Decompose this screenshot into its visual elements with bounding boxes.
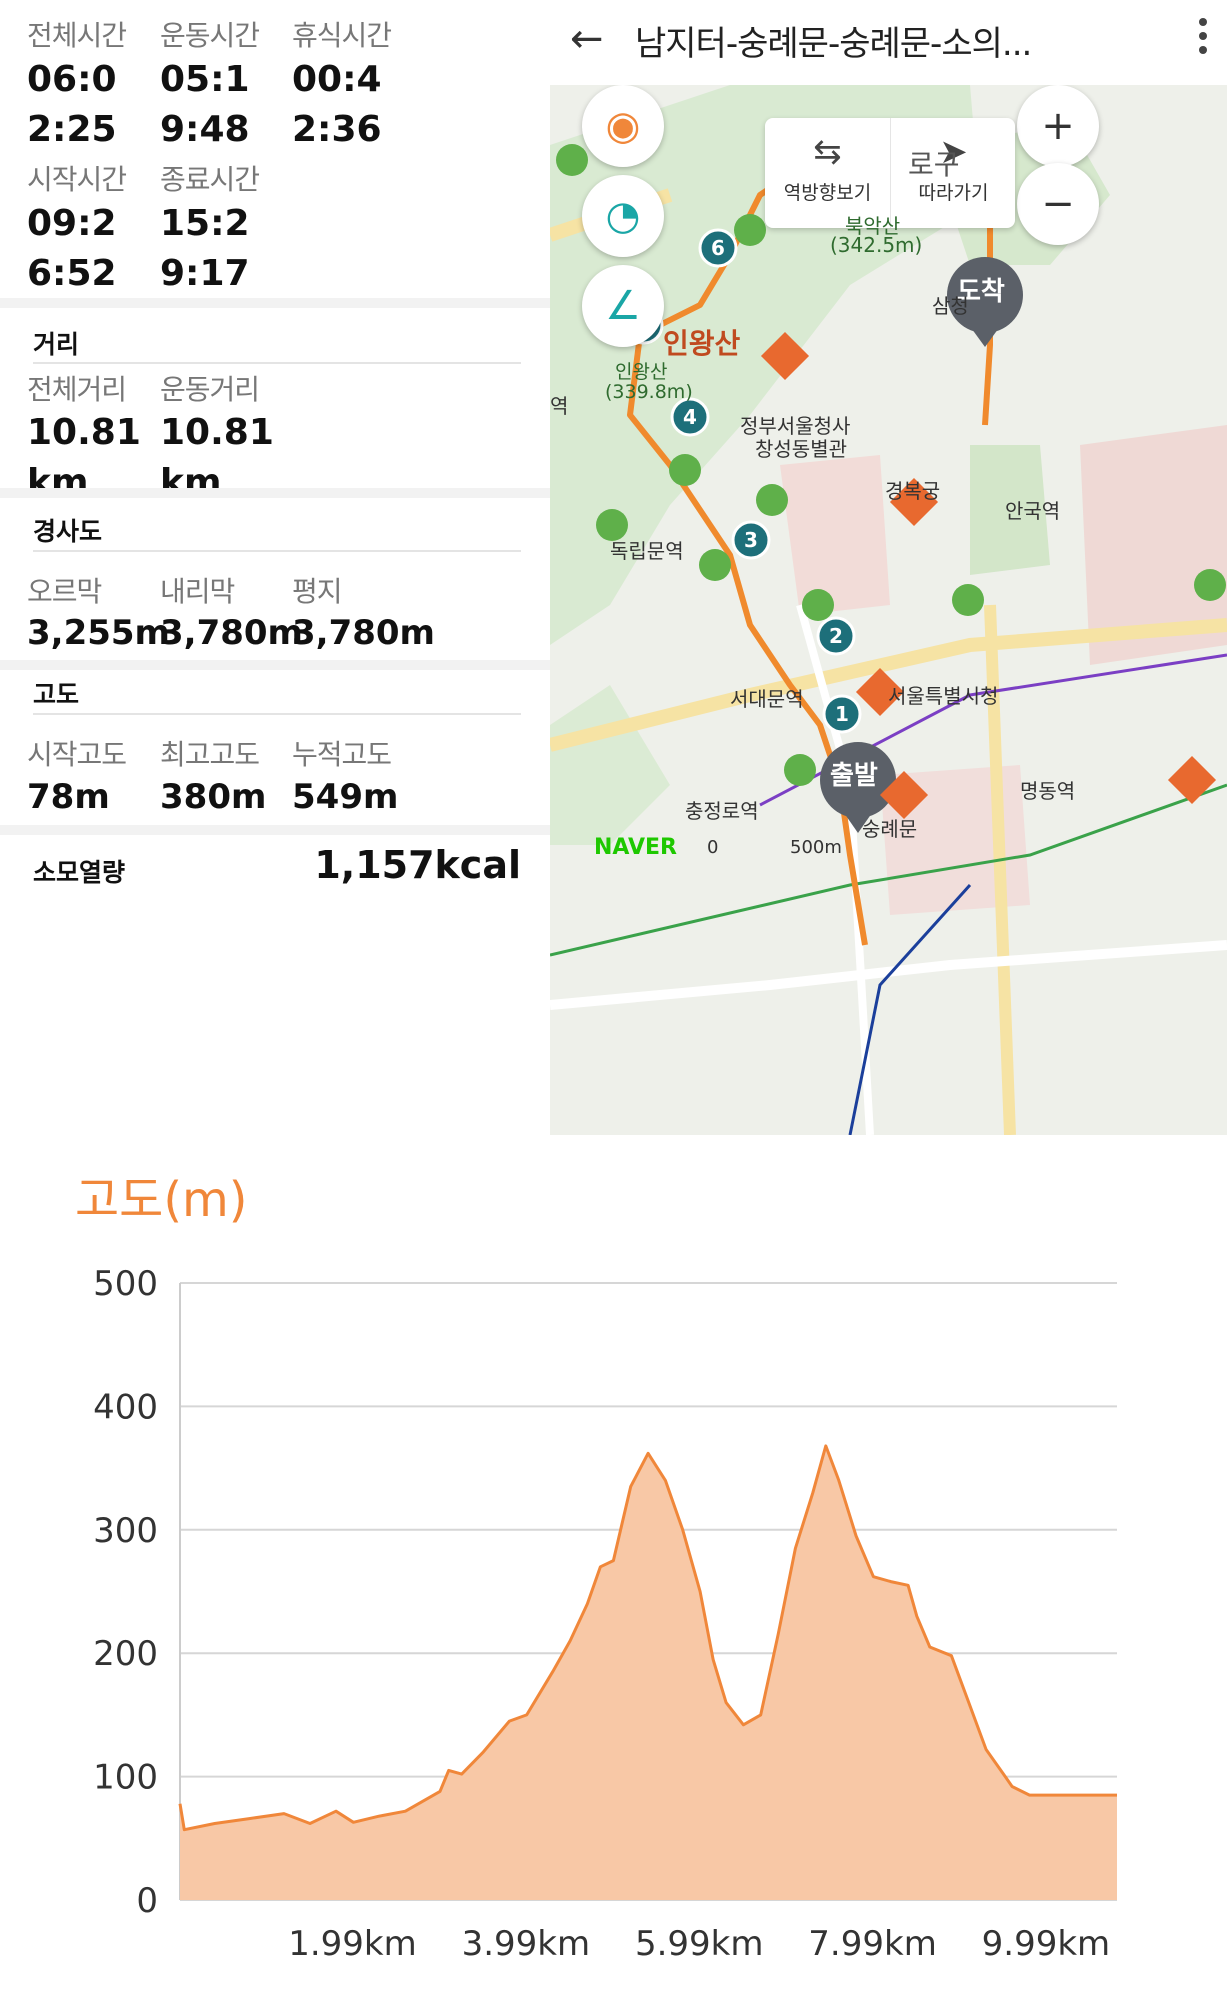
- angle-measure-icon[interactable]: ∠: [582, 265, 664, 347]
- total-time-label: 전체시간: [27, 19, 127, 52]
- sungnyemun-label: 숭례문: [862, 817, 918, 841]
- y-tick-label: 400: [93, 1387, 158, 1427]
- start-marker: 출발: [830, 761, 878, 791]
- bugaksan-height-label: (342.5m): [830, 233, 923, 257]
- section-divider: [0, 825, 550, 835]
- y-tick-label: 500: [93, 1264, 158, 1304]
- govt-annex-label: 창성동별관: [755, 437, 847, 461]
- downhill-label: 내리막: [160, 575, 235, 608]
- seodaemun-station-label: 서대문역: [730, 687, 804, 711]
- svg-text:2: 2: [829, 624, 843, 648]
- swap-arrows-icon: ⇆: [813, 132, 842, 172]
- distance-section-title: 거리: [33, 330, 80, 359]
- end-marker: 도착: [957, 277, 1005, 307]
- section-divider: [0, 660, 550, 670]
- chungjeongno-station-label: 충정로역: [685, 799, 759, 823]
- station-edge-label: 역: [550, 394, 569, 418]
- start-altitude-value: 78m: [27, 777, 110, 817]
- uphill-value: 3,255m: [27, 613, 170, 653]
- x-tick-label: 5.99km: [635, 1924, 764, 1964]
- zoom-in-icon[interactable]: +: [1017, 85, 1099, 167]
- start-altitude-label: 시작고도: [27, 738, 127, 771]
- total-time-value: 06:02:25: [27, 59, 117, 150]
- flat-value: 3,780m: [292, 613, 435, 653]
- myeongdong-station-label: 명동역: [1020, 779, 1076, 803]
- start-time-label: 시작시간: [27, 163, 127, 196]
- jongno-label: 로구: [908, 148, 960, 181]
- anguk-station-label: 안국역: [1005, 499, 1061, 523]
- y-tick-label: 200: [93, 1634, 158, 1674]
- scale-end-label: 500m: [790, 837, 842, 858]
- follow-route-button[interactable]: ➤ 따라가기: [890, 118, 1016, 228]
- speedometer-icon[interactable]: ◔: [582, 175, 664, 257]
- follow-route-label: 따라가기: [918, 182, 989, 204]
- divider: [33, 713, 521, 715]
- more-options-icon[interactable]: [1193, 12, 1213, 62]
- end-time-label: 종료시간: [160, 163, 260, 196]
- divider: [33, 550, 521, 552]
- elevation-area: [180, 1445, 1117, 1900]
- rest-time-value: 00:42:36: [292, 59, 382, 150]
- x-tick-label: 7.99km: [808, 1924, 937, 1964]
- gyeongbokgung-label: 경복궁: [885, 479, 941, 503]
- inwangsan-height-label: (339.8m): [605, 381, 693, 403]
- total-distance-value: 10.81km: [27, 412, 141, 503]
- slope-section-title: 경사도: [33, 517, 103, 546]
- dongnimmun-station-label: 독립문역: [610, 539, 684, 563]
- svg-text:6: 6: [711, 236, 725, 260]
- reverse-direction-button[interactable]: ⇆ 역방향보기: [765, 118, 890, 228]
- map-header: ← 남지터-숭례문-숭례문-소의...: [550, 0, 1227, 85]
- route-map[interactable]: 1 2 3 4 5 6 9 10 ◉ ◔: [550, 85, 1227, 1135]
- stats-panel: 전체시간 운동시간 휴식시간 06:02:25 05:19:48 00:42:3…: [0, 0, 550, 1135]
- active-distance-label: 운동거리: [160, 373, 260, 406]
- max-altitude-label: 최고고도: [160, 738, 260, 771]
- reverse-direction-label: 역방향보기: [783, 182, 872, 204]
- inwangsan-label: 인왕산: [663, 327, 741, 360]
- total-distance-label: 전체거리: [27, 373, 127, 406]
- calories-value: 1,157kcal: [314, 843, 521, 887]
- bugaksan-label: 북악산: [845, 214, 901, 238]
- cityhall-label: 서울특별시청: [888, 684, 999, 708]
- section-divider: [0, 298, 550, 308]
- y-tick-label: 300: [93, 1511, 158, 1551]
- cumulative-altitude-value: 549m: [292, 777, 399, 817]
- y-tick-label: 100: [93, 1758, 158, 1798]
- active-time-value: 05:19:48: [160, 59, 250, 150]
- elevation-chart: 0 100 200 300 400 500 1.99km 3.99km 5.99km 7.99km…: [93, 1264, 1117, 1964]
- inwangsan-peak-label: 인왕산: [615, 361, 668, 383]
- samcheong-label: 삼청: [932, 294, 969, 318]
- svg-text:4: 4: [683, 405, 697, 429]
- naver-logo: NAVER: [594, 835, 677, 860]
- location-pin-icon[interactable]: ◉: [582, 85, 664, 167]
- section-divider: [0, 488, 550, 498]
- back-arrow-icon[interactable]: ←: [570, 16, 604, 62]
- govt-building-label: 정부서울청사: [740, 414, 851, 438]
- uphill-label: 오르막: [27, 575, 102, 608]
- start-time-value: 09:26:52: [27, 203, 117, 294]
- rest-time-label: 휴식시간: [292, 19, 392, 52]
- x-tick-label: 1.99km: [288, 1924, 417, 1964]
- map-action-bar: ⇆ 역방향보기 ➤ 따라가기: [765, 118, 1015, 228]
- route-title: 남지터-숭례문-숭례문-소의...: [635, 24, 1032, 64]
- svg-text:3: 3: [744, 528, 758, 552]
- cumulative-altitude-label: 누적고도: [292, 738, 392, 771]
- divider: [33, 362, 521, 364]
- max-altitude-value: 380m: [160, 777, 267, 817]
- elevation-line: [178, 1444, 1117, 1832]
- calories-label: 소모열량: [33, 858, 126, 887]
- x-tick-label: 3.99km: [462, 1924, 591, 1964]
- active-time-label: 운동시간: [160, 19, 260, 52]
- zoom-out-icon[interactable]: −: [1017, 163, 1099, 245]
- follow-route-icon: ➤: [939, 132, 968, 172]
- y-tick-label: 0: [136, 1881, 158, 1921]
- downhill-value: 3,780m: [160, 613, 303, 653]
- x-tick-label: 9.99km: [982, 1924, 1111, 1964]
- scale-start-label: 0: [707, 837, 719, 858]
- chart-title: 고도(m): [75, 1172, 248, 1228]
- altitude-section-title: 고도: [33, 680, 80, 709]
- end-time-value: 15:29:17: [160, 203, 250, 294]
- svg-text:1: 1: [835, 702, 849, 726]
- flat-label: 평지: [292, 575, 343, 608]
